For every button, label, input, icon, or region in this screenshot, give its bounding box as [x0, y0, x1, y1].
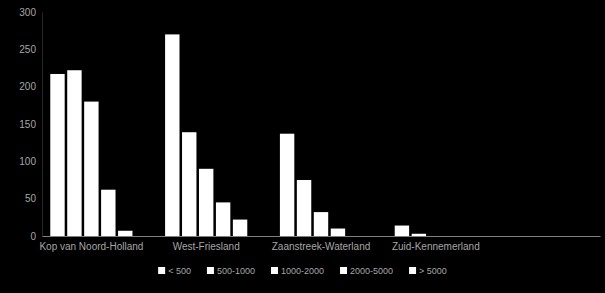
- bar: [348, 236, 362, 237]
- x-tick: Zaanstreek-Waterland: [272, 236, 371, 252]
- legend-item: 1000-2000: [271, 266, 324, 276]
- y-tick-label: 150: [19, 119, 36, 130]
- y-tick: 50: [25, 193, 42, 204]
- bar: [101, 190, 115, 236]
- legend-label: 1000-2000: [281, 266, 324, 276]
- y-tick-label: 50: [25, 193, 37, 204]
- y-tick: 150: [19, 119, 42, 130]
- legend-label: 2000-5000: [350, 266, 393, 276]
- bar: [50, 74, 64, 236]
- x-axis-line: [43, 236, 601, 237]
- bar: [314, 212, 328, 236]
- y-axis: 0 50 100 150 200 250 300: [19, 7, 42, 242]
- legend-swatch: [340, 267, 347, 274]
- y-tick-label: 250: [19, 44, 36, 55]
- x-tick-label: Kop van Noord-Holland: [39, 241, 143, 252]
- bar: [165, 34, 179, 236]
- legend-item: > 5000: [409, 266, 447, 276]
- y-axis-line: [42, 13, 43, 237]
- legend: < 500 500-1000 1000-2000 2000-5000 > 5000: [158, 266, 447, 276]
- legend-swatch: [271, 267, 278, 274]
- bar: [280, 134, 294, 236]
- bar: [67, 70, 81, 236]
- y-tick: 200: [19, 81, 42, 92]
- y-tick-label: 300: [19, 7, 36, 18]
- background: [0, 0, 605, 293]
- legend-label: < 500: [168, 266, 191, 276]
- legend-swatch: [158, 267, 165, 274]
- x-tick-label: Zuid-Kennemerland: [392, 241, 480, 252]
- bar: [395, 226, 409, 236]
- plot: 0 50 100 150 200 250 300 Kop van Noord-Holland W…: [19, 7, 600, 252]
- legend-item: 2000-5000: [340, 266, 393, 276]
- y-tick: 0: [30, 231, 42, 242]
- bar: [233, 220, 247, 236]
- bar: [297, 180, 311, 236]
- legend-label: 500-1000: [217, 266, 255, 276]
- bar: [118, 231, 132, 236]
- y-tick-label: 0: [30, 231, 36, 242]
- bar: [412, 234, 426, 236]
- chart: 0 50 100 150 200 250 300 Kop van Noord-Holland W…: [0, 0, 605, 293]
- bar: [429, 236, 443, 237]
- bar: [182, 132, 196, 236]
- x-tick: Zuid-Kennemerland: [392, 236, 480, 252]
- bar: [199, 169, 213, 236]
- y-tick-label: 100: [19, 156, 36, 167]
- x-tick-label: Zaanstreek-Waterland: [272, 241, 371, 252]
- bar: [216, 202, 230, 236]
- bars: [50, 34, 426, 236]
- y-tick: 300: [19, 7, 42, 18]
- bar: [331, 229, 345, 236]
- legend-item: < 500: [158, 266, 191, 276]
- x-tick: Kop van Noord-Holland: [39, 236, 143, 252]
- x-tick-label: West-Friesland: [173, 241, 240, 252]
- x-axis: Kop van Noord-Holland West-Friesland Zaans…: [39, 236, 600, 252]
- y-tick-label: 200: [19, 81, 36, 92]
- y-tick: 250: [19, 44, 42, 55]
- legend-item: 500-1000: [207, 266, 255, 276]
- legend-swatch: [409, 267, 416, 274]
- legend-swatch: [207, 267, 214, 274]
- bar: [446, 236, 460, 237]
- legend-label: > 5000: [419, 266, 447, 276]
- y-tick: 100: [19, 156, 42, 167]
- bar: [84, 102, 98, 236]
- bar: [463, 236, 477, 237]
- x-tick: West-Friesland: [173, 236, 240, 252]
